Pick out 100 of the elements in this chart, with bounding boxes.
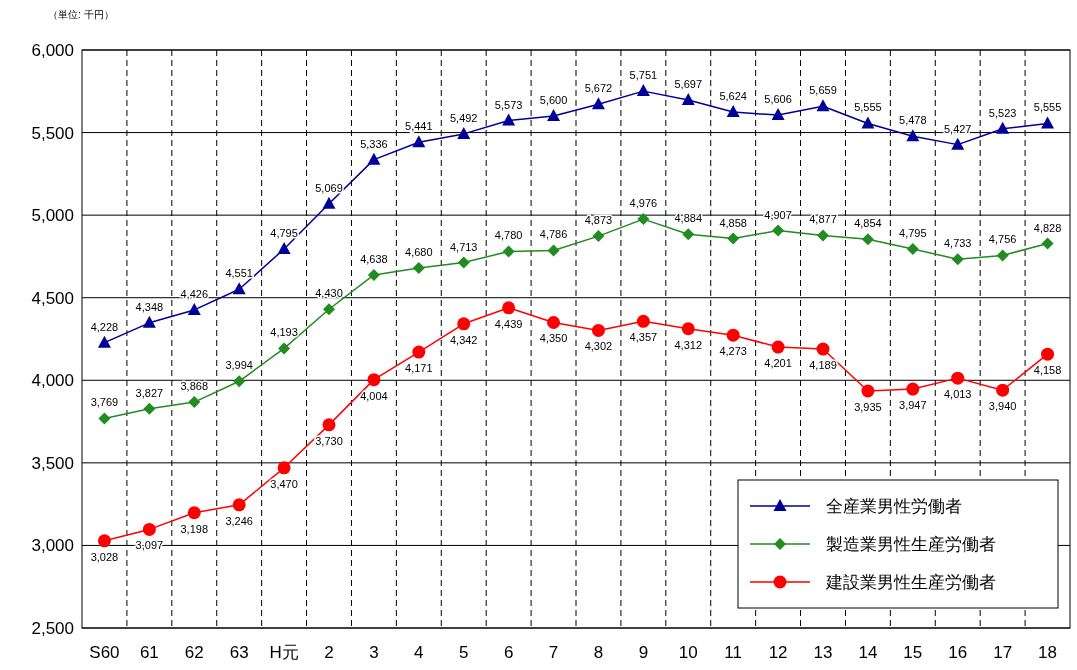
point bbox=[726, 105, 740, 118]
data-label: 4,786 bbox=[539, 228, 568, 241]
data-label: 5,069 bbox=[315, 181, 343, 194]
x-tick-label: 8 bbox=[593, 643, 604, 662]
point bbox=[142, 522, 156, 536]
data-label: 5,523 bbox=[988, 106, 1017, 119]
data-label: 3,868 bbox=[180, 380, 209, 393]
y-tick-label: 4,000 bbox=[31, 371, 74, 391]
data-label: 3,940 bbox=[988, 400, 1017, 413]
data-label: 4,228 bbox=[90, 320, 119, 333]
legend-label: 建設業男性生産労働者 bbox=[825, 573, 996, 592]
data-label: 5,672 bbox=[584, 82, 613, 95]
x-tick-label: 14 bbox=[858, 643, 878, 662]
data-label: 3,827 bbox=[135, 386, 164, 399]
data-label: 4,858 bbox=[719, 216, 747, 229]
point bbox=[278, 342, 291, 355]
point bbox=[547, 109, 561, 122]
data-label: 3,470 bbox=[270, 477, 298, 490]
data-label: 4,426 bbox=[180, 287, 209, 300]
point bbox=[681, 93, 695, 106]
data-label: 4,551 bbox=[225, 267, 253, 280]
data-label: 4,312 bbox=[674, 338, 703, 351]
point bbox=[187, 302, 201, 315]
data-label: 5,697 bbox=[674, 78, 703, 91]
point bbox=[771, 108, 785, 121]
point bbox=[457, 126, 471, 139]
data-label: 4,439 bbox=[494, 317, 523, 330]
x-tick-label: 12 bbox=[768, 643, 788, 662]
point bbox=[726, 328, 740, 342]
point bbox=[367, 152, 381, 165]
point bbox=[412, 345, 426, 359]
data-label: 4,795 bbox=[270, 227, 298, 239]
x-tick-label: 13 bbox=[813, 643, 833, 662]
point bbox=[636, 84, 650, 97]
data-label: 5,555 bbox=[1033, 101, 1062, 114]
x-tick-label: 62 bbox=[184, 643, 204, 662]
point bbox=[817, 229, 829, 242]
x-tick-label: 10 bbox=[678, 643, 698, 662]
x-tick-label: 6 bbox=[503, 643, 514, 662]
point bbox=[591, 323, 605, 337]
point bbox=[322, 196, 336, 209]
data-label: 4,795 bbox=[899, 227, 927, 239]
point bbox=[1041, 116, 1055, 129]
point bbox=[367, 268, 380, 281]
data-label: 4,780 bbox=[494, 229, 523, 242]
point bbox=[187, 506, 201, 520]
point bbox=[502, 301, 516, 315]
point bbox=[98, 412, 111, 425]
point bbox=[547, 244, 560, 257]
x-tick-label: 16 bbox=[948, 643, 968, 662]
y-tick-label: 5,500 bbox=[31, 123, 74, 143]
x-tick-label: 15 bbox=[903, 643, 923, 662]
data-label: 4,158 bbox=[1033, 364, 1062, 377]
data-label: 4,430 bbox=[315, 287, 343, 300]
point bbox=[996, 121, 1010, 134]
x-tick-label: 11 bbox=[724, 643, 743, 662]
point bbox=[412, 261, 425, 274]
point bbox=[861, 233, 874, 246]
y-tick-label: 5,000 bbox=[31, 206, 74, 226]
point bbox=[681, 322, 695, 336]
point bbox=[816, 99, 830, 112]
data-label: 5,624 bbox=[719, 90, 747, 103]
point bbox=[457, 256, 470, 269]
point bbox=[367, 373, 381, 387]
data-label: 4,638 bbox=[360, 252, 388, 265]
x-tick-label: 61 bbox=[139, 643, 159, 662]
point bbox=[232, 282, 246, 295]
x-tick-label: 7 bbox=[548, 643, 559, 662]
data-label: 4,350 bbox=[539, 332, 568, 345]
legend-label: 製造業男性生産労働者 bbox=[826, 535, 996, 554]
data-label: 4,342 bbox=[449, 333, 478, 346]
x-tick-label: 3 bbox=[369, 643, 379, 662]
point bbox=[951, 137, 965, 150]
x-tick-label: 18 bbox=[1038, 643, 1058, 662]
y-tick-label: 4,500 bbox=[31, 288, 74, 308]
data-label: 4,756 bbox=[988, 233, 1017, 246]
point bbox=[277, 461, 291, 475]
y-tick-label: 2,500 bbox=[31, 619, 74, 638]
data-label: 4,201 bbox=[764, 357, 792, 370]
data-label: 4,680 bbox=[405, 245, 433, 258]
data-label: 4,976 bbox=[629, 197, 658, 210]
point bbox=[591, 97, 605, 110]
point bbox=[637, 213, 650, 226]
x-tick-label: 17 bbox=[993, 643, 1013, 662]
x-tick-label: 9 bbox=[638, 643, 649, 662]
point bbox=[1041, 237, 1054, 250]
point bbox=[772, 224, 785, 237]
point bbox=[906, 243, 919, 255]
point bbox=[502, 113, 516, 126]
point bbox=[592, 230, 605, 243]
data-label: 4,193 bbox=[270, 326, 298, 339]
point bbox=[771, 340, 785, 354]
point bbox=[188, 396, 201, 409]
point bbox=[142, 315, 156, 328]
point bbox=[97, 335, 111, 348]
data-label: 3,935 bbox=[854, 401, 882, 414]
point bbox=[143, 402, 156, 415]
point bbox=[97, 534, 111, 548]
point bbox=[502, 245, 515, 258]
point bbox=[951, 253, 964, 266]
